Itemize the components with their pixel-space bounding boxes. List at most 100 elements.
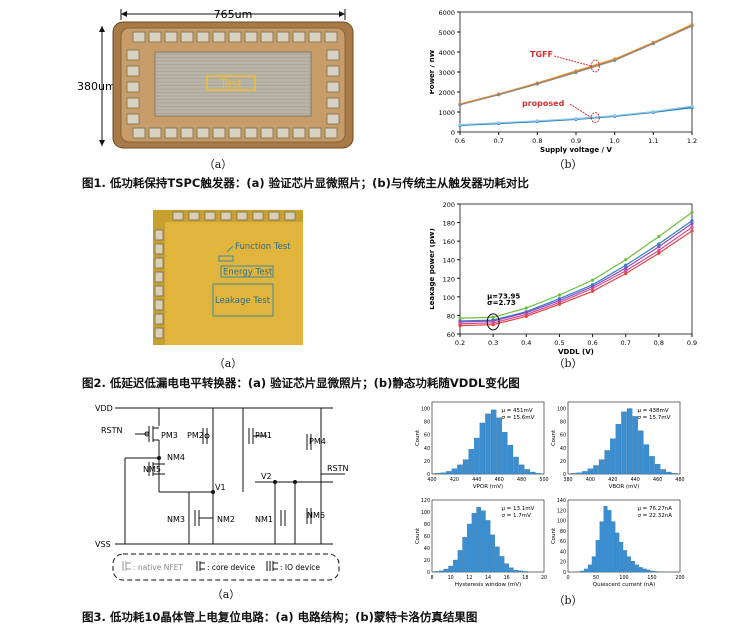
- y-tick-label: 0: [451, 129, 455, 137]
- y-axis-label: Count: [551, 429, 557, 446]
- fig1-die-photo: 765um 380um Test: [77, 8, 354, 149]
- y-axis-label: Count: [415, 429, 421, 446]
- y-tick-label: 60: [560, 539, 566, 545]
- function-test-structure: [218, 245, 234, 262]
- y-tick-label: 3000: [438, 69, 455, 77]
- width-arrow-left: [121, 11, 127, 17]
- y-tick-label: 60: [447, 331, 455, 339]
- data-point: [458, 324, 462, 328]
- fig2-die-photo: Function Test Energy Test Leakage Test: [153, 210, 303, 345]
- series-line: [459, 211, 693, 319]
- die-height-label: 380um: [77, 80, 116, 93]
- legend-native: : native NFET: [133, 563, 183, 572]
- y-tick-label: 20: [424, 459, 430, 465]
- histogram-bar: [434, 571, 439, 573]
- y-tick-label: 80: [424, 522, 430, 528]
- x-tick-label: 0.8: [532, 137, 542, 145]
- histogram-bar: [591, 556, 596, 573]
- histogram-bar: [570, 473, 577, 475]
- y-tick-label: 80: [560, 420, 566, 426]
- histogram-bar: [587, 564, 592, 573]
- x-tick-label: 0.9: [687, 339, 697, 347]
- y-tick-label: 40: [424, 446, 430, 452]
- data-point: [651, 110, 655, 114]
- bond-pad: [324, 127, 338, 139]
- bond-pad: [212, 127, 226, 139]
- histogram-bar: [490, 409, 497, 475]
- x-tick-label: 50: [593, 575, 599, 581]
- histogram-bar: [535, 473, 542, 475]
- bond-pad: [126, 113, 140, 125]
- x-tick-label: 10: [448, 575, 454, 581]
- bond-pad: [276, 127, 290, 139]
- histogram-bar: [654, 571, 659, 573]
- chart-axes: 0 1000 2000 3000 4000 5000 6000 0.6 0.7 0.8 0.9 1.0…: [430, 9, 697, 154]
- x-tick-label: 440: [631, 477, 640, 483]
- histogram-bar: [530, 471, 536, 475]
- histogram-bar: [495, 546, 500, 573]
- sigma-stat: σ = 1.7mV: [501, 513, 531, 519]
- data-point: [690, 219, 694, 223]
- x-tick-label: 460: [495, 477, 504, 483]
- histogram-bar: [646, 569, 651, 573]
- x-tick-label: 380: [563, 477, 572, 483]
- series-line: [459, 105, 693, 126]
- y-tick-label: 0: [563, 472, 566, 478]
- histogram-bar: [671, 473, 678, 475]
- function-test-block: [218, 255, 234, 262]
- data-point: [624, 258, 628, 262]
- histogram-bar: [504, 563, 509, 573]
- histogram-bar: [643, 444, 650, 475]
- nm3-label: NM3: [167, 515, 185, 524]
- histogram-bar: [513, 456, 519, 475]
- y-axis-label: Count: [551, 527, 557, 544]
- height-arrow-top: [99, 26, 105, 32]
- histogram-bar: [481, 510, 486, 573]
- histogram-bar: [523, 571, 528, 573]
- bond-pad: [154, 327, 164, 339]
- data-point: [590, 278, 595, 282]
- mu-stat: μ = 438mV: [637, 408, 668, 414]
- histogram-bar: [607, 510, 612, 573]
- bond-pad: [132, 31, 146, 43]
- bond-pad: [154, 229, 164, 241]
- x-tick-label: 480: [517, 477, 526, 483]
- sigma-stat: σ = 22.32nA: [637, 513, 672, 519]
- histogram-bar: [451, 468, 458, 475]
- x-tick-label: 8: [430, 575, 433, 581]
- chart-annotations: μ=73.95σ=2.73: [486, 293, 520, 331]
- bond-pad: [180, 127, 194, 139]
- y-tick-label: 60: [424, 534, 430, 540]
- x-tick-label: 0: [566, 575, 569, 581]
- bond-pad: [308, 31, 322, 43]
- histogram-bar: [453, 559, 458, 573]
- node-dot: [211, 490, 215, 494]
- x-axis-label: VBOR (mV): [609, 484, 640, 490]
- data-point: [690, 210, 694, 214]
- x-axis-label: VPOR (mV): [473, 484, 503, 490]
- fig1-sub-b: （b）: [553, 158, 583, 171]
- data-point: [535, 82, 539, 86]
- bond-pad: [326, 65, 340, 77]
- bond-pad: [228, 127, 242, 139]
- proposed-callout-line: [569, 103, 592, 119]
- data-point: [651, 42, 655, 46]
- data-point: [690, 104, 694, 108]
- die-bond-pads: [126, 31, 340, 139]
- mu-stat: μ = 13.1mV: [501, 506, 534, 512]
- x-tick-label: 0.8: [654, 339, 664, 347]
- histogram-bar: [524, 469, 530, 475]
- histogram-bar: [434, 473, 441, 475]
- rstn-right-label: RSTN: [327, 464, 349, 473]
- histogram-bar: [650, 570, 655, 573]
- histogram-bar: [583, 568, 588, 573]
- v2-label: V2: [261, 472, 272, 481]
- tgff-callout-line: [553, 55, 592, 67]
- tgff-annotation: TGFF: [530, 50, 553, 59]
- x-tick-label: 0.6: [587, 339, 597, 347]
- bond-pad: [268, 211, 280, 221]
- bond-pad: [154, 271, 164, 283]
- rstn-left-label: RSTN: [101, 426, 123, 435]
- bond-pad: [126, 81, 140, 93]
- bond-pad: [260, 31, 274, 43]
